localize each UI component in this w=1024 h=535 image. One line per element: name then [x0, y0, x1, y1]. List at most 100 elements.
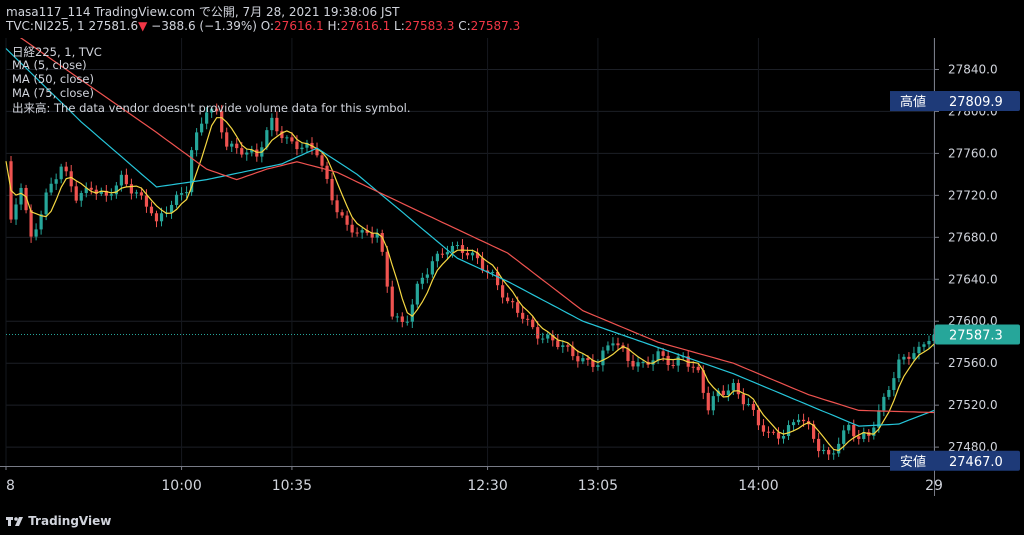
candle-body	[49, 183, 53, 193]
candle-body	[571, 346, 575, 357]
candle-body	[501, 285, 505, 298]
candle-body	[706, 392, 710, 411]
y-tick-label: 27560.0	[948, 356, 998, 370]
y-tick-label: 27680.0	[948, 230, 998, 244]
candle-body	[536, 327, 540, 339]
candle-body	[626, 348, 630, 361]
candle-body	[205, 112, 209, 124]
candle-body	[19, 187, 23, 205]
last-price: 27581.6	[88, 19, 139, 33]
candle-body	[445, 252, 450, 255]
candle-body	[34, 229, 38, 237]
candle-body	[370, 232, 374, 238]
candle-body	[129, 184, 134, 194]
legend-title[interactable]: 日経225, 1, TVC	[12, 45, 102, 59]
candle-body	[912, 353, 916, 359]
candle-body	[892, 378, 896, 390]
candle-body	[671, 365, 675, 367]
candle-body	[801, 419, 806, 422]
candle-body	[506, 297, 510, 302]
price-change: −388.6 (−1.39%)	[151, 19, 257, 33]
candle-body	[405, 321, 409, 323]
candle-body	[796, 419, 801, 423]
legend-ma75[interactable]: MA (75, close)	[12, 86, 94, 100]
candle-body	[862, 432, 866, 439]
candle-body	[832, 453, 836, 455]
candle-body	[586, 358, 590, 360]
candle-body	[661, 351, 665, 356]
candle-body	[716, 390, 720, 397]
x-tick-label: 10:00	[161, 478, 201, 494]
chart-canvas[interactable]: 27480.027520.027560.027600.027640.027680…	[0, 27, 1024, 510]
candle-body	[601, 350, 605, 366]
y-tick-label: 27720.0	[948, 188, 998, 202]
candle-body	[410, 304, 414, 322]
high-marker-label: 高値	[900, 94, 926, 110]
ma-lines	[5, 27, 935, 452]
candle-body	[250, 149, 254, 153]
candle-body	[69, 171, 73, 187]
candle-body	[195, 132, 199, 151]
last-price-badge-value-bg	[935, 324, 1020, 345]
high-marker-value-bg	[935, 91, 1020, 112]
symbol-label[interactable]: TVC:NI225, 1	[6, 19, 85, 33]
candle-body	[636, 362, 640, 367]
price-markers: 高値 27809.9 安値 27467.0 27587.3	[6, 91, 1020, 471]
candle-body	[666, 355, 670, 366]
candle-body	[200, 123, 204, 133]
candle-body	[425, 274, 429, 278]
low-marker-value-bg	[935, 450, 1020, 471]
candle-body	[902, 356, 906, 360]
candle-body	[114, 185, 118, 195]
candle-body	[350, 224, 354, 233]
candle-body	[511, 301, 515, 303]
candle-body	[641, 361, 645, 363]
last-price-badge: 27587.3	[935, 324, 1020, 345]
legend-ma50[interactable]: MA (50, close)	[12, 72, 94, 86]
candle-body	[812, 424, 816, 439]
candle-body	[721, 390, 725, 396]
ohlc-line: TVC:NI225, 1 27581.6▼ −388.6 (−1.39%) O:…	[6, 19, 520, 33]
price-chart[interactable]: 27480.0 27520.0 27560.0 27600.0 27640.0 27680…	[0, 27, 1024, 510]
candle-body	[566, 345, 570, 347]
candle-body	[29, 210, 33, 237]
candle-body	[546, 334, 550, 339]
candle-body	[415, 283, 419, 305]
candle-body	[480, 258, 485, 271]
candle-body	[275, 117, 279, 132]
candle-body	[766, 431, 771, 433]
x-tick-label: 14:00	[738, 478, 778, 494]
candle-body	[215, 108, 219, 112]
candle-body	[616, 343, 620, 346]
candle-body	[556, 340, 560, 347]
candle-body	[355, 232, 359, 234]
candle-body	[872, 427, 876, 436]
legend-ma5[interactable]: MA (5, close)	[12, 58, 87, 72]
candle-body	[340, 212, 344, 216]
candle-body	[79, 193, 83, 201]
candle-body	[119, 174, 123, 186]
candle-body	[330, 178, 334, 201]
candle-body	[134, 192, 139, 194]
candle-body	[561, 345, 565, 347]
candle-body	[521, 312, 525, 319]
candle-body	[74, 186, 78, 201]
candle-body	[99, 190, 103, 194]
low-marker: 安値 27467.0	[890, 450, 1020, 471]
candle-body	[791, 422, 796, 426]
candle-body	[385, 251, 389, 287]
candle-body	[882, 396, 886, 411]
candle-body	[295, 141, 299, 150]
candle-body	[89, 187, 93, 190]
candle-body	[726, 390, 730, 396]
candle-body	[922, 344, 926, 347]
candle-body	[104, 190, 108, 196]
candle-body	[335, 200, 339, 213]
candle-body	[847, 424, 851, 431]
tradingview-logo[interactable]: TradingView	[6, 514, 111, 528]
ma75-line	[5, 27, 935, 414]
y-tick-label: 27520.0	[948, 398, 998, 412]
candle-body	[420, 277, 424, 284]
candle-body	[179, 193, 184, 195]
candle-body	[39, 214, 43, 230]
